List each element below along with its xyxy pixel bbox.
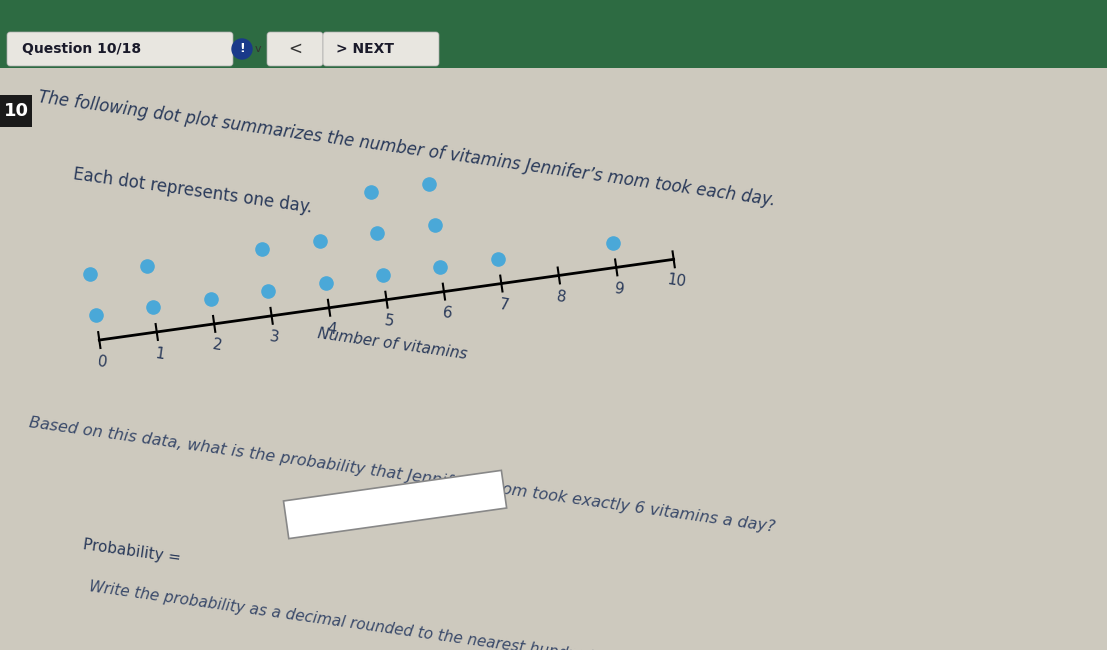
Text: Each dot represents one day.: Each dot represents one day. — [72, 165, 314, 216]
Text: 9: 9 — [613, 281, 625, 297]
Polygon shape — [283, 471, 507, 539]
Text: 10: 10 — [666, 272, 687, 290]
Bar — [0, 95, 32, 127]
Text: 2: 2 — [211, 337, 223, 354]
Point — [259, 286, 277, 296]
Text: Write the probability as a decimal rounded to the nearest hundredth.: Write the probability as a decimal round… — [87, 580, 613, 650]
FancyBboxPatch shape — [7, 32, 232, 66]
Point — [317, 278, 334, 288]
Point — [311, 236, 329, 246]
Point — [432, 262, 449, 272]
Text: 3: 3 — [269, 330, 280, 346]
Text: Based on this data, what is the probability that Jennifer’s mom took exactly 6 v: Based on this data, what is the probabil… — [28, 415, 776, 535]
Text: 6: 6 — [441, 306, 453, 322]
Point — [374, 270, 392, 280]
Text: !: ! — [239, 42, 245, 55]
Point — [87, 310, 105, 320]
Circle shape — [232, 39, 252, 59]
Point — [254, 244, 271, 255]
Point — [144, 302, 162, 313]
Point — [426, 220, 444, 231]
Point — [81, 268, 99, 279]
Text: <: < — [288, 40, 302, 58]
Point — [138, 261, 156, 271]
Point — [369, 228, 386, 239]
Text: Question 10/18: Question 10/18 — [22, 42, 141, 56]
Text: The following dot plot summarizes the number of vitamins Jennifer’s mom took eac: The following dot plot summarizes the nu… — [38, 88, 777, 209]
Point — [489, 254, 507, 264]
Text: Probability =: Probability = — [82, 537, 182, 566]
Text: 4: 4 — [327, 322, 338, 337]
Text: Number of vitamins: Number of vitamins — [317, 326, 468, 362]
FancyBboxPatch shape — [323, 32, 439, 66]
Text: v: v — [255, 44, 261, 54]
Point — [604, 237, 622, 248]
Text: 5: 5 — [384, 313, 395, 330]
Text: > NEXT: > NEXT — [337, 42, 394, 56]
Text: 10: 10 — [3, 102, 29, 120]
Text: 1: 1 — [154, 346, 166, 362]
Text: 8: 8 — [556, 289, 568, 306]
Point — [201, 294, 219, 304]
Text: 7: 7 — [498, 297, 510, 313]
Point — [420, 179, 437, 189]
Polygon shape — [0, 0, 1107, 68]
Point — [362, 187, 380, 197]
Text: 0: 0 — [96, 354, 108, 370]
FancyBboxPatch shape — [267, 32, 323, 66]
